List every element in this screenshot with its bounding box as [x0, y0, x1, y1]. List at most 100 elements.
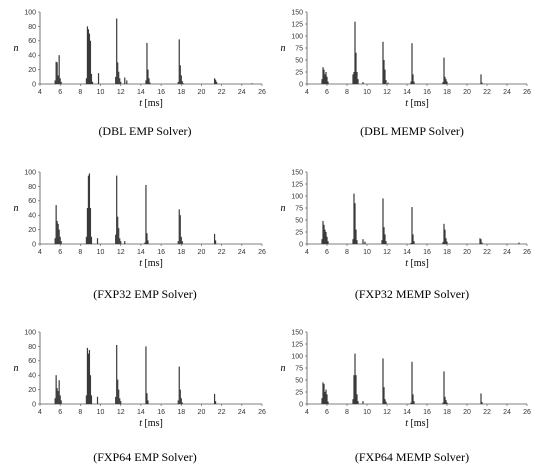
histogram-bar: [88, 350, 91, 404]
x-tick-label: 10: [363, 249, 371, 256]
histogram-bar: [119, 78, 121, 84]
histogram-bar: [57, 75, 59, 84]
histogram-bar: [59, 78, 61, 84]
histogram-bar: [321, 239, 323, 244]
histogram-bar: [120, 241, 122, 244]
histogram-bar: [445, 400, 447, 404]
histogram-bar: [362, 239, 364, 244]
histogram-bar: [55, 205, 57, 244]
histogram-bar: [355, 375, 357, 404]
x-tick-label: 26: [523, 89, 531, 96]
histogram-bar: [179, 65, 181, 84]
y-tick-label: 50: [295, 57, 303, 64]
x-tick-label: 26: [258, 409, 266, 416]
histogram-bar: [115, 396, 117, 404]
histogram-bar: [57, 223, 59, 244]
histogram-bar: [85, 236, 88, 244]
x-tick-label: 26: [523, 409, 531, 416]
y-axis-label: n: [281, 43, 286, 54]
histogram-bar: [382, 358, 384, 404]
x-axis-label: t [ms]: [405, 258, 429, 269]
x-tick-label: 20: [463, 89, 471, 96]
histogram-bar: [321, 79, 323, 84]
x-axis-label-var: t: [139, 258, 144, 269]
histogram-bar: [383, 227, 385, 244]
histogram-bar: [446, 241, 448, 244]
histogram-bar: [85, 395, 88, 404]
histogram-bar: [87, 29, 90, 85]
x-tick-label: 6: [58, 249, 62, 256]
y-tick-label: 125: [291, 21, 303, 28]
histogram-bar: [60, 81, 62, 84]
histogram-bar: [411, 43, 413, 84]
histogram-bar: [410, 402, 412, 404]
histogram-bar: [324, 229, 326, 244]
histogram-bar: [353, 72, 355, 84]
histogram-bar: [446, 81, 448, 84]
x-tick-label: 18: [177, 89, 185, 96]
histogram-bar: [481, 82, 483, 84]
y-tick-label: 60: [28, 198, 36, 205]
x-axis-label: t [ms]: [139, 258, 163, 269]
histogram-bar: [86, 26, 89, 84]
histogram-bar: [479, 238, 481, 244]
histogram-bar: [115, 76, 117, 84]
x-tick-label: 20: [463, 409, 471, 416]
histogram-bar: [87, 353, 90, 404]
histogram-bar: [118, 71, 120, 84]
histogram-bar: [59, 236, 61, 244]
y-tick-label: 20: [28, 227, 36, 234]
histogram-bar: [88, 173, 91, 244]
histogram-bar: [215, 81, 218, 84]
x-tick-label: 10: [97, 409, 105, 416]
histogram-bar: [181, 241, 183, 244]
y-tick-label: 0: [32, 241, 36, 248]
histogram-bar: [444, 229, 446, 244]
histogram-bar: [86, 208, 89, 244]
histogram-bar: [178, 366, 180, 404]
histogram-bar: [180, 75, 182, 84]
panel-caption: (DBL MEMP Solver): [360, 124, 464, 138]
histogram-bar: [444, 396, 446, 404]
histogram-bar: [55, 375, 57, 404]
histogram-bar: [381, 240, 383, 244]
histogram-bar: [89, 40, 92, 84]
histogram-bar: [384, 69, 386, 84]
histogram-bar: [115, 234, 117, 244]
histogram-bar: [177, 81, 179, 84]
histogram-bar: [323, 224, 325, 244]
x-axis-label: t [ms]: [139, 98, 163, 109]
chart-panel: 0 25 50 75 100 125 150 4 6 8 10 12 14 16 18 20 22 24 26 n t …: [281, 329, 531, 464]
histogram-bar: [442, 242, 444, 244]
x-tick-label: 14: [403, 249, 411, 256]
histogram-bar: [352, 399, 354, 404]
y-tick-label: 125: [291, 341, 303, 348]
x-tick-label: 12: [117, 89, 125, 96]
histogram-bar: [57, 391, 59, 404]
histogram-bar: [149, 82, 151, 84]
x-tick-label: 14: [137, 409, 145, 416]
histogram-bar: [323, 69, 325, 84]
x-axis-label-unit: [ms]: [144, 258, 162, 269]
histogram-bar: [354, 353, 356, 404]
y-tick-label: 0: [32, 401, 36, 408]
x-axis-label-var: t: [405, 258, 410, 269]
histogram-bar: [118, 228, 120, 244]
histogram-bar: [213, 393, 216, 404]
x-tick-label: 16: [423, 409, 431, 416]
y-tick-label: 60: [28, 38, 36, 45]
histogram-bar: [412, 394, 414, 404]
x-tick-label: 6: [325, 409, 329, 416]
histogram-bar: [412, 74, 414, 84]
histogram-bar: [443, 57, 445, 84]
histogram-bar: [382, 41, 384, 84]
y-tick-label: 80: [28, 184, 36, 191]
y-tick-label: 100: [291, 193, 303, 200]
x-tick-label: 8: [345, 89, 349, 96]
y-tick-label: 100: [291, 33, 303, 40]
histogram-bar: [446, 402, 448, 404]
histogram-bar: [384, 399, 386, 404]
histogram-bar: [442, 402, 444, 404]
histogram-bar: [445, 238, 447, 244]
y-tick-label: 80: [28, 24, 36, 31]
